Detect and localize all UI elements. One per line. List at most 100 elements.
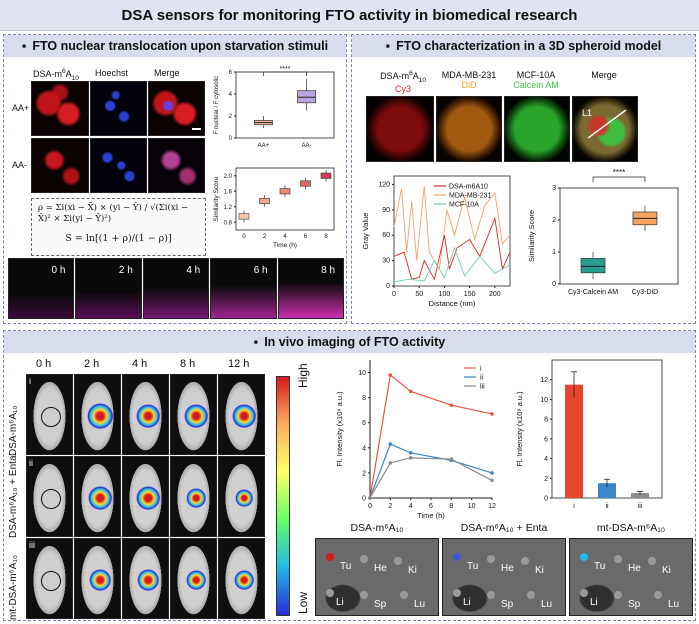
box-t4 [279, 188, 291, 195]
profile-line-1 [393, 216, 511, 281]
xtick-label: 6 [304, 234, 308, 240]
xtick-label: 100 [439, 291, 451, 298]
panel-c-heading-text: In vivo imaging of FTO activity [264, 335, 446, 349]
time-label-2h: 2 h [84, 358, 100, 370]
timelapse-frames: 0 h 2 h 4 h 6 h 8 h [8, 258, 345, 319]
col-label-hoechst: Hoechst [95, 68, 129, 78]
ylabel: Fl. Intensity (x10⁹ a.u.) [515, 391, 524, 467]
organ-Lu-tissue [400, 591, 408, 599]
point-iii [490, 478, 494, 483]
micrograph-aa-plus-merge [148, 81, 205, 136]
row-numeral: ii [29, 458, 33, 468]
l1-label: L1 [582, 108, 592, 118]
colorbar-high-label: High [296, 363, 310, 388]
organ-label-He: He [501, 563, 514, 574]
plot-frame [235, 167, 335, 231]
xtick-label: Cy3-Calcein AM [568, 289, 618, 296]
organ-Sp-tissue [360, 591, 368, 599]
ytick-label: 12 [540, 377, 548, 384]
ytick-label: 0 [362, 496, 366, 503]
tumor-circle-marker [41, 571, 61, 591]
sig-label: **** [613, 168, 625, 177]
figure-title-text: DSA sensors for monitoring FTO activity … [121, 6, 578, 24]
organ-image: Tu He Ki Li Sp Lu [315, 538, 439, 616]
ytick-label: 0 [386, 283, 390, 290]
organ-label-Ki: Ki [535, 565, 544, 576]
point-i [388, 373, 393, 377]
mouse-imaging-grid: 0 h 2 h 4 h 8 h 12 h i DSA-m⁶A₁₀ ii DSA-m⁶A₁₀ + … [6, 356, 280, 620]
organ-Tu-tissue [580, 553, 588, 561]
profile-line-2 [393, 246, 511, 283]
chart-similarity-time: 0.8 1.2 1.6 2.0 0 2 4 6 8 Time (h) Similarity Scor… [213, 167, 335, 249]
organ-panel-1: DSA-m⁶A₁₀ Tu He Ki Li Sp Lu [315, 522, 439, 618]
ytick-label: 8 [544, 417, 548, 424]
xtick-label: 4 [409, 503, 413, 510]
mouse-image-r3-t4 [218, 538, 265, 619]
xtick-label: 8 [324, 234, 328, 240]
organ-label-Lu: Lu [541, 599, 553, 610]
xtick-label: 8 [449, 503, 453, 510]
point-iii [408, 456, 413, 460]
xtick-label: 2 [388, 503, 392, 510]
mouse-image-r1-t1 [74, 374, 121, 455]
organ-Tu-tissue [326, 553, 334, 561]
point-iii [388, 461, 393, 465]
xtick-label: iii [638, 503, 643, 510]
mouse-image-r1-t3 [170, 374, 217, 455]
box-t0 [238, 213, 250, 220]
timelapse-frame-2: 2 h [75, 258, 142, 319]
ytick-label: 2 [362, 470, 366, 477]
xtick-label: AA- [302, 143, 312, 149]
time-label-0h: 0 h [36, 358, 52, 370]
point-i [449, 403, 454, 407]
organ-Tu-tissue [453, 553, 461, 561]
row-label-i: DSA-m⁶A₁₀ [8, 405, 19, 456]
chart-similarity-spheroid: 0 1 2 3 Cy3-Calcein AM Cy3-DiD **** Similarity … [527, 168, 679, 296]
spheroid-did [436, 96, 502, 162]
point-iii [368, 496, 372, 500]
ytick-label: 1.2 [224, 205, 233, 211]
ylabel: Fl. Intensity (x10⁹ a.u.) [335, 391, 344, 467]
ylabel: Similarity Score [527, 210, 536, 262]
xtick-label: 6 [429, 503, 433, 510]
bar-i [565, 384, 583, 498]
box-t8 [320, 172, 332, 179]
point-iii [449, 457, 454, 461]
xlabel: Time (h) [273, 242, 297, 249]
time-label-4h: 4 h [132, 358, 148, 370]
organ-Sp-tissue [614, 591, 622, 599]
organ-Sp-tissue [487, 591, 495, 599]
row-numeral: i [29, 376, 31, 386]
xtick-label: 12 [488, 503, 496, 510]
organ-Li-tissue [453, 589, 461, 597]
ytick-label: 2 [229, 114, 233, 120]
mouse-image-r3-t3 [170, 538, 217, 619]
chart-nuclear-ratio: 0 2 4 6 AA+ AA- **** F nuclear / F cytosolic [214, 66, 335, 149]
rho-formula: ρ = Σi(xi − X̄) × (yi − Ȳ) / √(Σi(xi − X… [38, 203, 189, 225]
organ-panel-2: DSA-m⁶A₁₀ + Enta Tu He Ki Li Sp Lu [442, 522, 566, 618]
legend-label: iii [480, 384, 485, 391]
colorbar [276, 376, 290, 616]
ytick-label: 6 [229, 70, 233, 76]
box-t6 [300, 180, 311, 187]
mouse-image-r2-t4 [218, 456, 265, 537]
organ-label-Sp: Sp [501, 599, 514, 610]
organ-image: Tu He Ki Li Sp Lu [569, 538, 693, 616]
ytick-label: 4 [362, 445, 366, 452]
organ-label-Li: Li [336, 597, 344, 608]
xtick-label: 0 [392, 291, 396, 298]
organ-label-Ki: Ki [662, 565, 671, 576]
tumor-circle-marker [41, 407, 61, 427]
row-label-aa-plus: AA+ [12, 103, 30, 113]
colorbar-low-label: Low [296, 591, 310, 614]
mouse-image-r2-t2 [122, 456, 169, 537]
organ-label-He: He [374, 563, 387, 574]
tumor-circle-marker [41, 489, 61, 509]
xtick-label: 0 [242, 234, 246, 240]
mouse-image-r1-t0 [26, 374, 73, 455]
xtick-label: 0 [368, 503, 372, 510]
organ-Ki-tissue [521, 557, 529, 565]
pearson-formula-box: ρ = Σi(xi − X̄) × (yi − Ȳ) / √(Σi(xi − X… [31, 198, 206, 256]
time-label-8h: 8 h [180, 358, 196, 370]
